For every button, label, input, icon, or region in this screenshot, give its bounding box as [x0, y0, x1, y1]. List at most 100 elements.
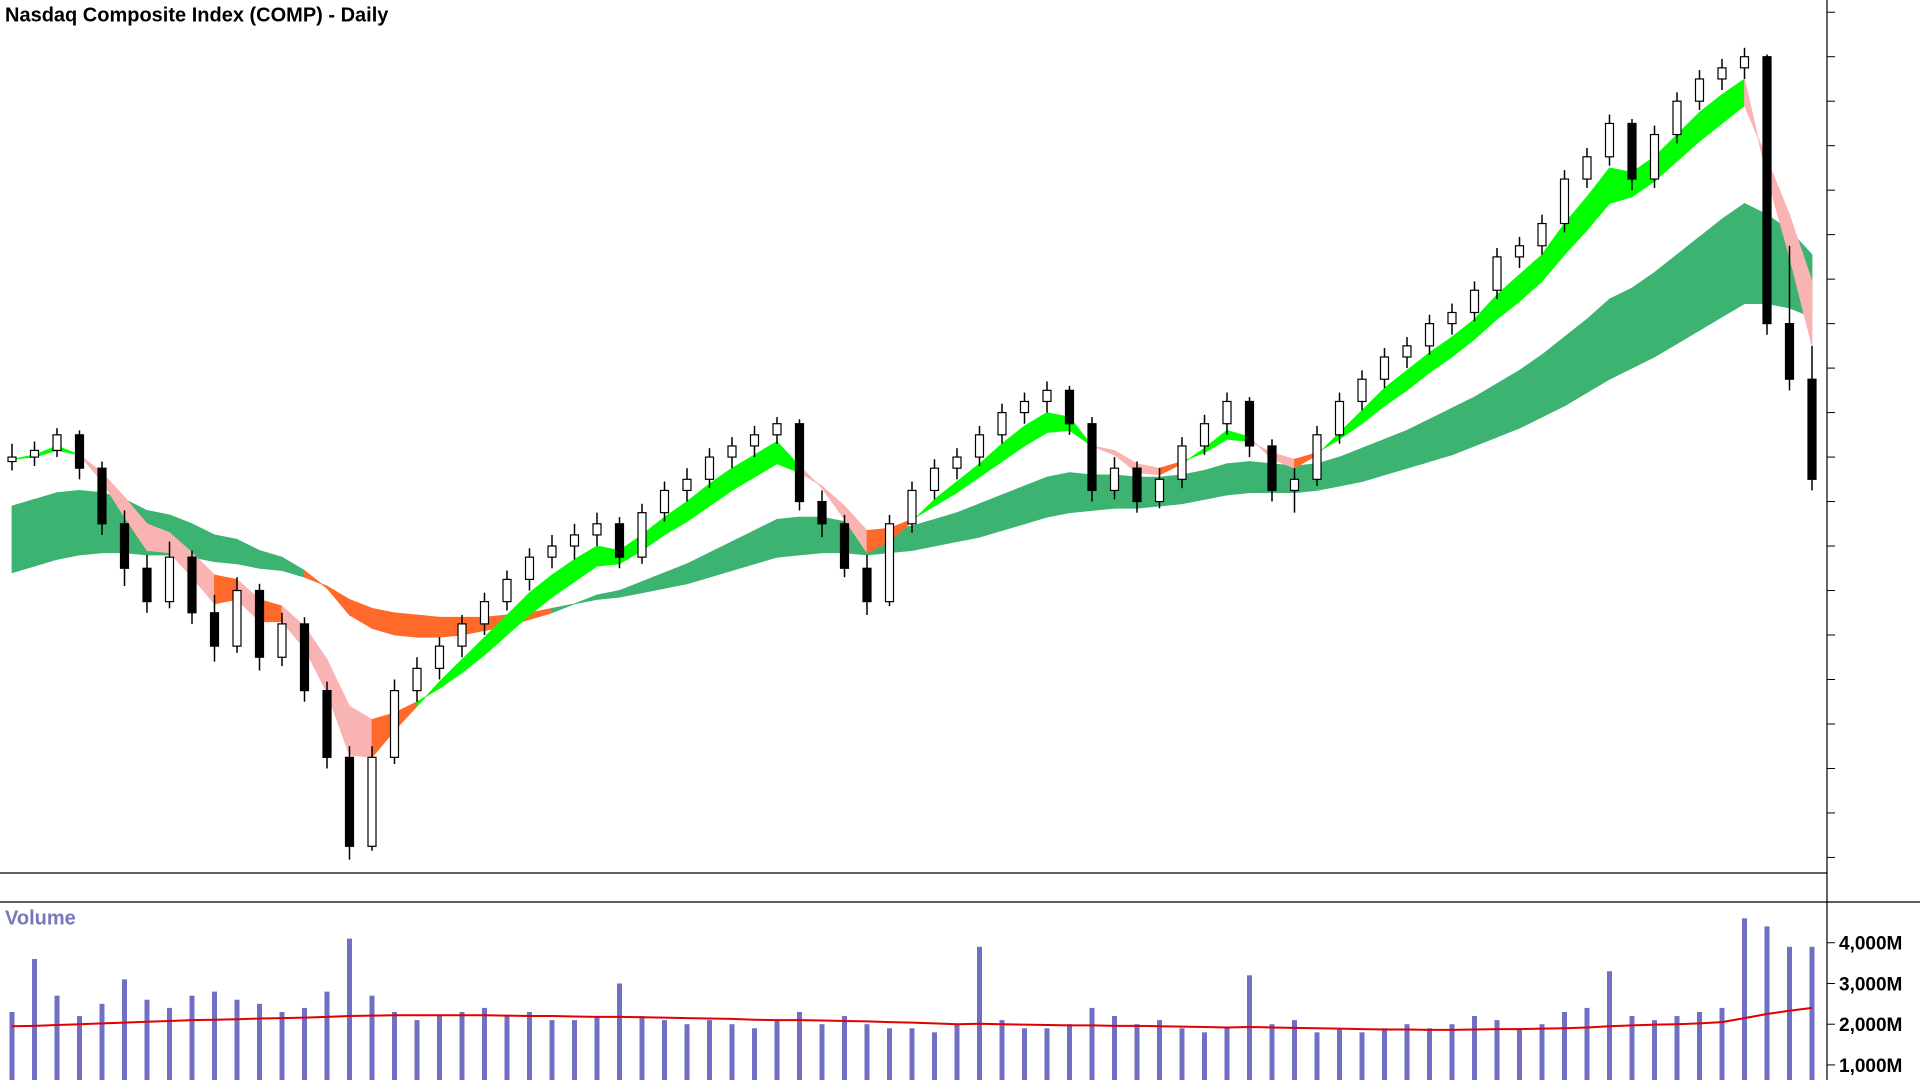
- candle-body: [1582, 156, 1592, 180]
- candle-body: [817, 500, 827, 525]
- candle-body: [164, 556, 175, 603]
- volume-bar: [414, 1020, 420, 1080]
- volume-bar: [212, 991, 217, 1080]
- volume-bar: [707, 1020, 712, 1080]
- candle-body: [569, 534, 580, 547]
- candle-body: [502, 578, 512, 603]
- candle-body: [29, 449, 40, 458]
- candle-body: [1447, 311, 1457, 325]
- candle-body: [1222, 400, 1232, 425]
- candle-body: [1154, 478, 1165, 503]
- volume-bar: [459, 1011, 465, 1080]
- long-ribbon-segment: [1654, 253, 1678, 358]
- candle-body: [1694, 78, 1705, 102]
- candle-body: [1762, 56, 1772, 325]
- volume-bar: [594, 1016, 600, 1080]
- volume-bar: [1809, 946, 1815, 1080]
- candle-body: [97, 467, 107, 525]
- candle-body: [839, 523, 850, 569]
- volume-bar: [1719, 1007, 1725, 1080]
- candle-body: [1649, 133, 1660, 180]
- y-tick-label: 2,000M: [1839, 1015, 1902, 1036]
- candle-body: [659, 489, 670, 514]
- volume-panel: [9, 918, 1815, 1080]
- volume-bar: [1764, 926, 1770, 1080]
- volume-bar: [1067, 1024, 1072, 1080]
- candle-body: [929, 467, 940, 492]
- candle-body: [952, 456, 962, 469]
- candle-body: [412, 667, 422, 692]
- candle-body: [1199, 423, 1210, 447]
- candle-body: [1042, 389, 1052, 403]
- volume-bar: [1517, 1028, 1522, 1080]
- volume-bar: [1044, 1028, 1050, 1080]
- volume-bar: [549, 1020, 555, 1080]
- volume-bar: [797, 1011, 802, 1080]
- volume-bar: [1787, 946, 1792, 1080]
- candle-body: [704, 456, 715, 480]
- candle-body: [1537, 222, 1547, 247]
- volume-bar: [9, 1011, 15, 1080]
- volume-bar: [1359, 1032, 1365, 1080]
- candle-body: [727, 445, 737, 458]
- candle-body: [1739, 56, 1750, 69]
- candle-body: [389, 690, 400, 758]
- price-panel: [7, 47, 1817, 860]
- volume-title: Volume: [5, 907, 76, 929]
- candle-body: [1019, 400, 1030, 414]
- volume-bar: [1584, 1007, 1590, 1080]
- long-ribbon-segment: [1721, 202, 1745, 318]
- volume-bar: [392, 1011, 397, 1080]
- volume-bar: [504, 1016, 510, 1080]
- candle-body: [524, 556, 535, 581]
- candle-body: [1784, 323, 1795, 380]
- volume-bar: [684, 1024, 690, 1080]
- long-ribbon-segment: [56, 489, 80, 560]
- volume-bar: [909, 1028, 915, 1080]
- candle-body: [457, 623, 467, 647]
- volume-bar: [1179, 1028, 1185, 1080]
- candle-body: [1604, 122, 1615, 158]
- volume-bar: [1382, 1028, 1387, 1080]
- candle-body: [367, 756, 377, 847]
- volume-bar: [32, 959, 37, 1080]
- volume-bar: [1674, 1016, 1680, 1080]
- candle-body: [1379, 356, 1390, 380]
- volume-bar: [752, 1028, 757, 1080]
- candle-body: [637, 512, 647, 558]
- short-ribbon-segment: [1789, 214, 1813, 346]
- volume-bar: [1292, 1020, 1297, 1080]
- candle-body: [884, 523, 895, 603]
- volume-bar: [1539, 1024, 1545, 1080]
- volume-bar: [1337, 1028, 1342, 1080]
- volume-bar: [77, 1016, 82, 1080]
- volume-bar: [999, 1020, 1005, 1080]
- candle-body: [1807, 378, 1817, 480]
- candle-body: [7, 456, 17, 463]
- volume-bar: [729, 1024, 735, 1080]
- volume-bar: [1202, 1032, 1207, 1080]
- volume-bar: [1022, 1028, 1027, 1080]
- candle-body: [299, 623, 310, 692]
- volume-bar: [302, 1007, 307, 1080]
- candle-body: [344, 756, 355, 847]
- long-ribbon-segment: [551, 603, 575, 614]
- volume-bar: [1269, 1024, 1275, 1080]
- volume-average: [11, 1006, 1813, 1031]
- volume-bar: [1427, 1028, 1432, 1080]
- chart-title: Nasdaq Composite Index (COMP) - Daily: [5, 4, 389, 26]
- long-ribbon-segment: [416, 614, 440, 638]
- candle-body: [1559, 178, 1570, 225]
- volume-bar: [639, 1016, 645, 1080]
- volume-bar: [1742, 918, 1747, 1080]
- volume-bar: [864, 1024, 870, 1080]
- volume-bar: [1629, 1016, 1635, 1080]
- candle-body: [974, 434, 985, 458]
- candle-body: [119, 523, 130, 569]
- volume-bar: [1562, 1011, 1567, 1080]
- volume-bar: [482, 1007, 487, 1080]
- long-ribbon-segment: [11, 498, 35, 574]
- long-ribbon-segment: [776, 516, 800, 558]
- candle-body: [1267, 445, 1277, 492]
- candle-body: [1087, 423, 1097, 492]
